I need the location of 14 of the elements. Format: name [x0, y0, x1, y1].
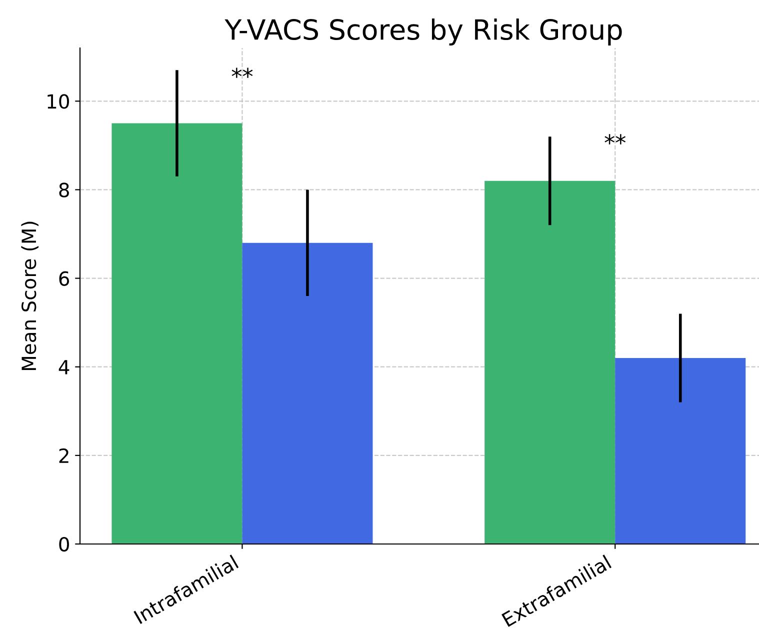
bar	[112, 123, 242, 544]
annotation: **	[232, 68, 253, 78]
y-tick-label: 8	[59, 182, 69, 198]
y-tick-label: 6	[59, 271, 70, 286]
y-tick-label: 10	[48, 94, 69, 109]
y-tick-label: 2	[59, 448, 68, 463]
bar	[615, 358, 746, 544]
bar	[242, 242, 373, 544]
y-tick-label: 0	[59, 536, 69, 552]
y-tick-label: 4	[58, 360, 70, 374]
annotation: **	[604, 134, 626, 144]
chart-title: Y-VACS Scores by Risk Group	[224, 18, 622, 46]
y-axis-title: Mean Score (M)	[21, 222, 38, 370]
bar	[484, 180, 616, 544]
